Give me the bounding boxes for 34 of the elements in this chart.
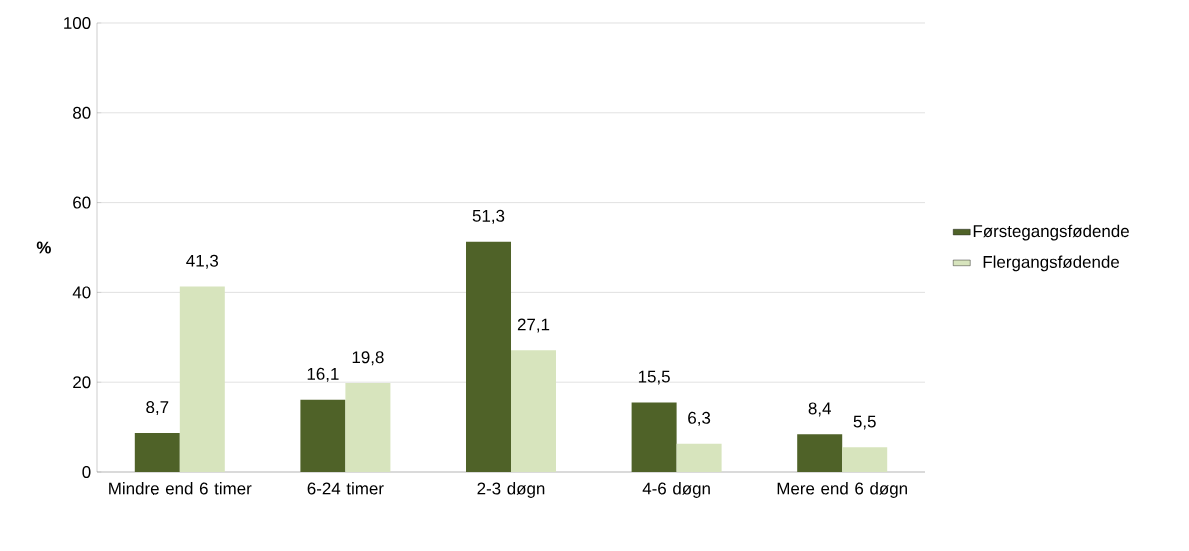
data-label: 16,1 [307,367,339,382]
data-label: 51,3 [472,209,505,224]
y-tick-label: 20 [73,376,91,389]
y-tick-label: 100 [64,17,91,29]
data-label: 6,3 [688,411,711,426]
bar [797,434,843,472]
y-tick-label: 60 [73,196,91,209]
data-label: 27,1 [517,318,550,333]
bar [842,447,888,472]
bar [511,350,556,472]
x-tick-label: Mindre end 6 timer [109,482,252,495]
y-tick-label: 80 [73,106,91,119]
legend-label: Førstegangsfødende [973,224,1129,241]
data-label: 15,5 [638,370,670,385]
bar [631,402,677,472]
data-label: 41,3 [186,254,219,269]
x-tick-label: 4-6 døgn [642,482,710,498]
bar [300,399,346,472]
bar [676,443,722,472]
data-label: 19,8 [352,351,384,366]
bar [466,241,511,472]
x-tick-label: 6-24 timer [307,482,384,495]
y-axis-title: % [36,241,51,254]
x-tick-label: 2-3 døgn [477,482,545,498]
x-tick-label: Mere end 6 døgn [777,482,907,498]
bar [134,432,180,472]
data-label: 8,7 [146,401,169,416]
data-label: 5,5 [853,415,876,430]
y-tick-label: 40 [72,286,91,299]
bar [345,383,391,472]
y-tick-label: 0 [82,466,91,478]
data-label: 8,4 [808,402,831,417]
legend-label: Flergangsfødende [983,255,1119,272]
bar [179,286,225,472]
